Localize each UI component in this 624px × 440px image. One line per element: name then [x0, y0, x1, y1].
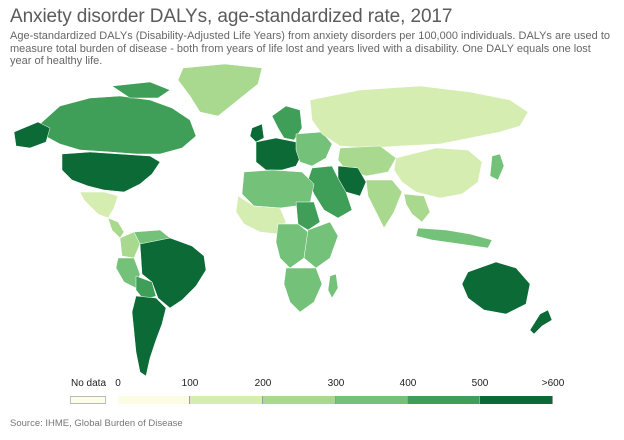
- world-map: [13, 63, 553, 377]
- region-british-isles[interactable]: [249, 123, 265, 143]
- legend-no-data-swatch: [70, 396, 106, 404]
- region-japan[interactable]: [489, 153, 505, 181]
- legend-tick-label: 300: [327, 378, 345, 389]
- region-brazil[interactable]: [139, 237, 207, 309]
- region-indonesia[interactable]: [415, 227, 493, 249]
- legend-tick-label: 0: [115, 378, 121, 389]
- region-iran[interactable]: [337, 165, 367, 197]
- legend-swatch: [480, 396, 553, 404]
- region-central-america[interactable]: [107, 217, 125, 239]
- color-legend: No data 0 100 200 300 400 500 >600: [0, 376, 624, 406]
- region-russia[interactable]: [309, 85, 529, 149]
- legend-tick-label: 400: [399, 378, 417, 389]
- region-southeast-asia[interactable]: [403, 193, 431, 223]
- region-india[interactable]: [365, 179, 403, 229]
- legend-tick-label: 500: [471, 378, 489, 389]
- source-note: Source: IHME, Global Burden of Disease: [10, 418, 183, 429]
- legend-swatch: [190, 396, 263, 404]
- region-canada[interactable]: [39, 95, 197, 155]
- legend-swatch: [118, 396, 190, 404]
- region-southern-africa[interactable]: [283, 267, 323, 313]
- legend-swatch: [263, 396, 336, 404]
- map-title: Anxiety disorder DALYs, age-standardized…: [10, 6, 453, 27]
- region-new-zealand[interactable]: [529, 309, 553, 335]
- region-east-africa[interactable]: [303, 221, 339, 269]
- region-greenland[interactable]: [177, 63, 263, 117]
- legend-swatch: [408, 396, 480, 404]
- region-western-europe[interactable]: [255, 137, 303, 171]
- legend-tick-label: 200: [254, 378, 272, 389]
- region-madagascar[interactable]: [327, 273, 339, 299]
- region-central-africa[interactable]: [275, 223, 309, 269]
- legend-swatch: [336, 396, 408, 404]
- region-sudan[interactable]: [295, 201, 321, 231]
- region-alaska[interactable]: [13, 121, 51, 149]
- legend-tick-label: >600: [541, 378, 565, 389]
- map-subtitle: Age-standardized DALYs (Disability-Adjus…: [10, 30, 611, 67]
- region-china[interactable]: [393, 147, 483, 199]
- region-united-states[interactable]: [61, 151, 161, 193]
- region-argentina-chile[interactable]: [131, 295, 167, 377]
- region-australia[interactable]: [461, 261, 531, 315]
- region-colombia[interactable]: [119, 231, 141, 259]
- legend-no-data-label: No data: [71, 378, 107, 389]
- region-mexico[interactable]: [79, 191, 119, 219]
- region-canadian-islands[interactable]: [111, 81, 171, 99]
- legend-tick-label: 100: [181, 378, 199, 389]
